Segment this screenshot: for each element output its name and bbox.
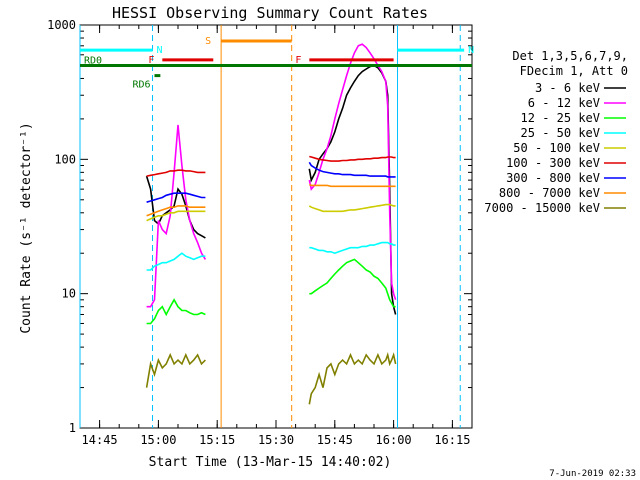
y-tick-label: 1 [69, 421, 76, 435]
legend-entry-label: 7000 - 15000 keV [484, 201, 600, 215]
series-line [308, 203, 396, 213]
series-line [308, 183, 396, 188]
x-tick-label: 16:00 [376, 433, 412, 447]
legend-header-line2: FDecim 1, Att 0 [520, 64, 628, 78]
series-line [309, 241, 396, 255]
legend-entry-label: 300 - 800 keV [506, 171, 600, 185]
y-axis-label: Count Rate (s⁻¹ detector⁻¹) [19, 122, 34, 333]
series-line [309, 155, 396, 162]
series-line [145, 352, 206, 388]
flag-label: N [468, 45, 474, 56]
y-tick-label: 100 [54, 152, 76, 166]
series-line [145, 175, 206, 239]
legend-entry-label: 100 - 300 keV [506, 156, 600, 170]
y-tick-label: 10 [62, 287, 76, 301]
flag-label: N [157, 45, 163, 56]
flag-label: S [205, 36, 211, 47]
series-line [146, 205, 206, 217]
legend-entry-label: 12 - 25 keV [521, 111, 600, 125]
series-line [308, 64, 397, 315]
footer-date: 7-Jun-2019 02:33 [549, 469, 636, 479]
series-line [146, 298, 206, 325]
series-line [309, 258, 396, 308]
flag-label: RD6 [132, 80, 150, 91]
series-line [308, 43, 397, 301]
series-line [146, 124, 207, 308]
x-tick-label: 15:45 [317, 433, 353, 447]
series-line [308, 161, 396, 178]
chart-title: HESSI Observing Summary Count Rates [112, 4, 428, 22]
x-tick-label: 16:15 [434, 433, 470, 447]
series-line [146, 210, 206, 222]
y-tick-label: 1000 [47, 18, 76, 32]
legend: Det 1,3,5,6,7,9, FDecim 1, Att 0 3 - 6 k… [484, 49, 628, 215]
x-tick-label: 15:30 [258, 433, 294, 447]
legend-entry-label: 3 - 6 keV [535, 81, 600, 95]
x-tick-label: 14:45 [82, 433, 118, 447]
legend-entry-label: 50 - 100 keV [513, 141, 600, 155]
series-line [146, 192, 206, 203]
flag-label: F [295, 55, 301, 66]
series-line [146, 252, 206, 271]
legend-entry-label: 800 - 7000 keV [499, 186, 600, 200]
series-line [146, 169, 206, 177]
x-tick-label: 15:00 [140, 433, 176, 447]
legend-entry-label: 25 - 50 keV [521, 126, 600, 140]
x-tick-label: 15:15 [199, 433, 235, 447]
legend-entry-label: 6 - 12 keV [528, 96, 600, 110]
series-line [308, 352, 397, 405]
x-axis-label: Start Time (13-Mar-15 14:40:02) [149, 455, 392, 470]
legend-header-line1: Det 1,3,5,6,7,9, [512, 49, 628, 63]
flag-label: F [148, 55, 154, 66]
flag-label: RD0 [84, 55, 102, 66]
